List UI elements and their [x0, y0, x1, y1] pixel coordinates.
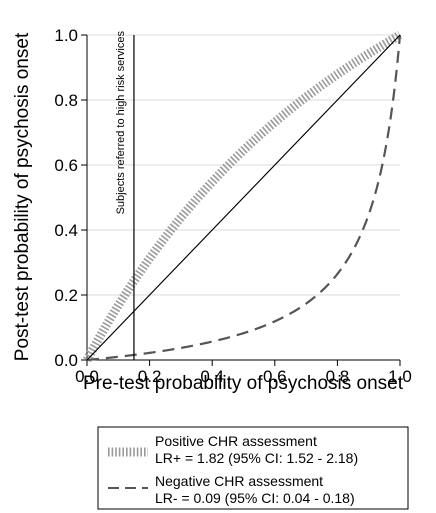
y-tick-label: 0.2: [54, 286, 78, 305]
x-tick-label: 1.0: [388, 367, 412, 386]
y-ticks: 0.0 0.2 0.4 0.6 0.8 1.0: [54, 26, 87, 370]
series-layer: [83, 31, 403, 363]
series-line-positive: [83, 31, 403, 363]
x-tick-label: 0.2: [138, 367, 162, 386]
gridlines: [87, 34, 400, 296]
legend: Positive CHR assessment LR+ = 1.82 (95% …: [97, 426, 409, 510]
x-tick-label: 0.8: [326, 367, 350, 386]
axes: [86, 35, 400, 361]
y-tick-label: 0.4: [54, 221, 78, 240]
series-line-negative: [86, 34, 402, 362]
reference-line: Subjects referred to high risk services: [115, 31, 135, 360]
legend-stats-negative: LR- = 0.09 (95% CI: 0.04 - 0.18): [155, 490, 355, 506]
x-axis-label: Pre-test probability of psychosis onset: [83, 373, 404, 394]
x-tick-label: 0.4: [200, 367, 224, 386]
legend-stats-positive: LR+ = 1.82 (95% CI: 1.52 - 2.18): [155, 450, 358, 466]
y-tick-label: 0.6: [54, 156, 78, 175]
legend-box: [97, 426, 409, 510]
y-tick-label: 0.0: [54, 351, 78, 370]
y-tick-label: 0.8: [54, 91, 78, 110]
series-line-identity: [86, 34, 401, 361]
x-tick-label: 0.6: [263, 367, 287, 386]
x-ticks: 0.0 0.2 0.4 0.6 0.8 1.0: [75, 360, 412, 386]
legend-label-positive: Positive CHR assessment: [155, 433, 317, 449]
y-tick-label: 1.0: [54, 26, 78, 45]
reference-line-label: Subjects referred to high risk services: [115, 31, 127, 215]
x-tick-label: 0.0: [75, 367, 99, 386]
y-axis-label: Post-test probability of psychosis onset: [12, 32, 33, 361]
legend-label-negative: Negative CHR assessment: [155, 473, 323, 489]
